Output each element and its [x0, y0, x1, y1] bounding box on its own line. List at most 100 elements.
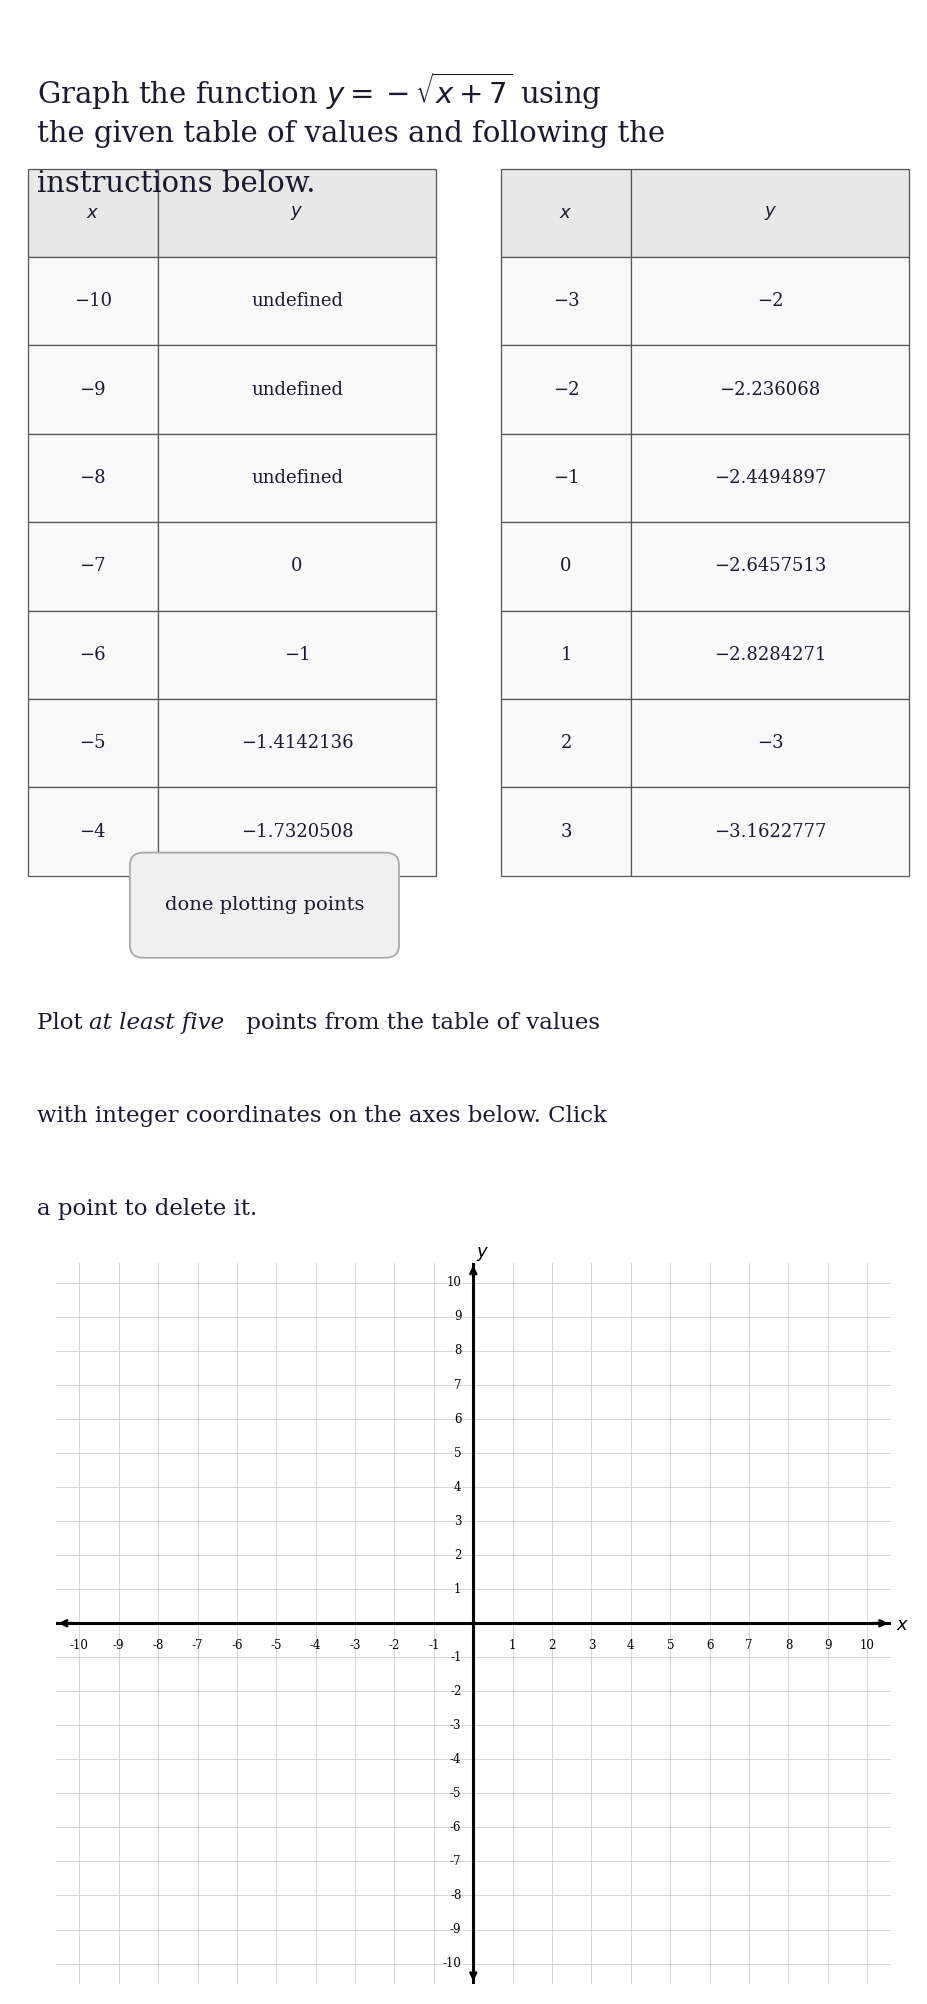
Text: −2.4494897: −2.4494897 [713, 469, 826, 487]
Text: -7: -7 [192, 1639, 203, 1651]
Text: $y$: $y$ [476, 1244, 489, 1263]
Text: -6: -6 [450, 1822, 461, 1834]
Text: undefined: undefined [250, 381, 343, 399]
Bar [28, 699, 158, 788]
Text: 7: 7 [744, 1639, 752, 1651]
Text: Plot: Plot [37, 1012, 90, 1034]
Text: -4: -4 [450, 1754, 461, 1766]
Bar [28, 788, 158, 876]
Bar [158, 699, 436, 788]
Text: undefined: undefined [250, 469, 343, 487]
Bar [501, 257, 630, 345]
Bar [28, 345, 158, 435]
Bar [630, 611, 908, 699]
Text: −3.1622777: −3.1622777 [713, 822, 826, 840]
Text: -5: -5 [450, 1788, 461, 1800]
Bar [501, 523, 630, 611]
Bar [158, 168, 436, 257]
Text: −8: −8 [80, 469, 106, 487]
Text: at least five: at least five [89, 1012, 224, 1034]
Text: -10: -10 [442, 1958, 461, 1970]
Text: 3: 3 [560, 822, 571, 840]
Text: 1: 1 [560, 645, 571, 663]
Text: −6: −6 [80, 645, 106, 663]
Text: 5: 5 [453, 1447, 461, 1459]
Bar [28, 611, 158, 699]
Text: 0: 0 [291, 557, 302, 575]
Text: -4: -4 [310, 1639, 321, 1651]
Text: $x$: $x$ [895, 1615, 908, 1633]
Bar [630, 699, 908, 788]
Text: −2: −2 [552, 381, 578, 399]
Text: a point to delete it.: a point to delete it. [37, 1198, 257, 1220]
Text: -1: -1 [450, 1651, 461, 1663]
Bar [501, 435, 630, 523]
Bar [158, 523, 436, 611]
Text: $x$: $x$ [559, 204, 572, 222]
FancyBboxPatch shape [130, 852, 399, 958]
Bar [501, 699, 630, 788]
Text: points from the table of values: points from the table of values [239, 1012, 600, 1034]
Bar [28, 168, 158, 257]
Text: -5: -5 [271, 1639, 282, 1651]
Bar [501, 788, 630, 876]
Text: −9: −9 [80, 381, 106, 399]
Bar [158, 435, 436, 523]
Text: -2: -2 [450, 1685, 461, 1697]
Text: −1.7320508: −1.7320508 [240, 822, 353, 840]
Text: 4: 4 [453, 1481, 461, 1493]
Text: 1: 1 [453, 1583, 461, 1595]
Text: 10: 10 [446, 1277, 461, 1289]
Text: −1: −1 [284, 645, 310, 663]
Text: −1.4142136: −1.4142136 [240, 733, 353, 752]
Bar [501, 168, 630, 257]
Text: -3: -3 [349, 1639, 361, 1651]
Bar [501, 611, 630, 699]
Bar [630, 345, 908, 435]
Text: instructions below.: instructions below. [37, 170, 315, 198]
Text: with integer coordinates on the axes below. Click: with integer coordinates on the axes bel… [37, 1104, 606, 1126]
Bar [501, 345, 630, 435]
Bar [158, 345, 436, 435]
Text: 7: 7 [453, 1379, 461, 1391]
Text: −5: −5 [80, 733, 106, 752]
Text: 2: 2 [560, 733, 571, 752]
Bar [630, 435, 908, 523]
Text: 6: 6 [453, 1413, 461, 1425]
Bar [28, 523, 158, 611]
Text: $y$: $y$ [290, 204, 303, 222]
Text: -2: -2 [388, 1639, 400, 1651]
Text: -6: -6 [231, 1639, 242, 1651]
Text: -10: -10 [70, 1639, 89, 1651]
Text: 3: 3 [587, 1639, 594, 1651]
Text: the given table of values and following the: the given table of values and following … [37, 120, 665, 148]
Bar [28, 257, 158, 345]
Text: 4: 4 [627, 1639, 634, 1651]
Text: −3: −3 [552, 293, 578, 311]
Bar [158, 257, 436, 345]
Text: −2: −2 [756, 293, 782, 311]
Text: −1: −1 [552, 469, 578, 487]
Text: 9: 9 [453, 1311, 461, 1323]
Bar [158, 788, 436, 876]
Text: 2: 2 [453, 1549, 461, 1561]
Text: undefined: undefined [250, 293, 343, 311]
Text: 6: 6 [705, 1639, 713, 1651]
Text: 5: 5 [666, 1639, 673, 1651]
Text: -3: -3 [450, 1719, 461, 1731]
Text: −3: −3 [756, 733, 782, 752]
Text: −4: −4 [80, 822, 106, 840]
Text: 8: 8 [784, 1639, 792, 1651]
Text: −10: −10 [73, 293, 112, 311]
Bar [630, 257, 908, 345]
Text: -8: -8 [450, 1890, 461, 1902]
Text: $x$: $x$ [86, 204, 99, 222]
Text: -8: -8 [152, 1639, 164, 1651]
Text: $y$: $y$ [763, 204, 776, 222]
Text: -7: -7 [450, 1856, 461, 1868]
Text: 0: 0 [560, 557, 571, 575]
Text: −2.8284271: −2.8284271 [713, 645, 826, 663]
Bar [630, 523, 908, 611]
Text: 3: 3 [453, 1515, 461, 1527]
Text: 8: 8 [453, 1345, 461, 1357]
